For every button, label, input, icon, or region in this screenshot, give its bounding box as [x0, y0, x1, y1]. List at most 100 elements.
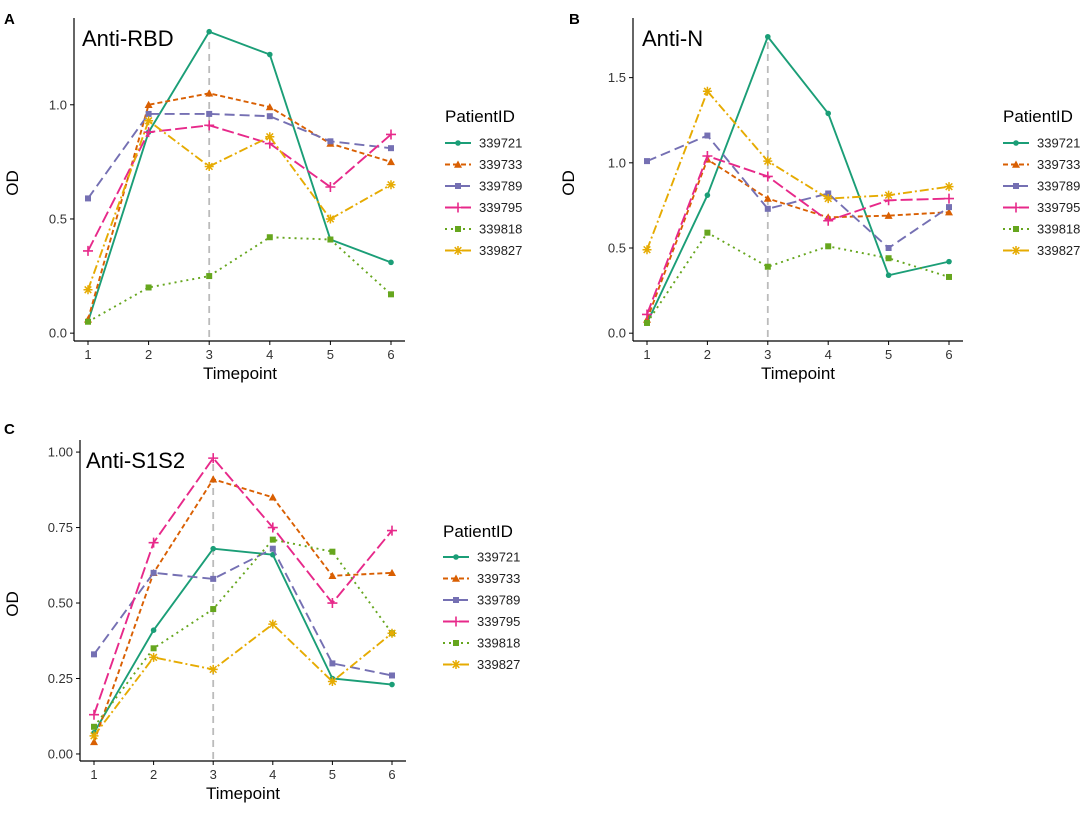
- y-tick-label: 0.0: [608, 326, 626, 341]
- data-point-339721: [946, 258, 952, 265]
- legend-key-marker: [453, 554, 459, 560]
- series-line-339789: [93, 547, 393, 677]
- data-point-339818: [388, 291, 394, 298]
- x-tick-label: 1: [90, 767, 97, 782]
- data-point-339789: [825, 190, 832, 197]
- series-line-339733: [646, 158, 950, 320]
- data-point-339795: [642, 309, 652, 320]
- legend-label: 339827: [479, 243, 522, 258]
- y-tick-label: 0.5: [608, 241, 626, 256]
- legend-key-marker: [451, 616, 461, 627]
- chart-title: Anti-S1S2: [86, 448, 185, 473]
- y-tick-label: 0.75: [48, 520, 73, 535]
- legend-label: 339795: [479, 200, 522, 215]
- data-point-339733: [328, 571, 337, 580]
- data-point-339827: [702, 86, 712, 96]
- data-point-339789: [946, 204, 952, 211]
- data-point-339827: [208, 664, 218, 674]
- data-point-339789: [388, 145, 394, 152]
- data-point-339827: [144, 116, 154, 126]
- data-point-339721: [704, 192, 711, 198]
- legend-key-marker: [455, 140, 461, 146]
- x-tick-label: 4: [825, 347, 832, 362]
- legend-label: 339789: [1037, 179, 1080, 194]
- legend-key-marker: [451, 660, 461, 669]
- series-line-339818: [93, 538, 393, 728]
- series-line-339795: [87, 124, 392, 252]
- data-point-339789: [266, 113, 273, 120]
- data-point-339721: [825, 110, 831, 117]
- panel-anti-n: B Anti-N Timepoint OD PatientID 1 2 3 4 5 6 0.…: [559, 11, 1080, 383]
- legend-label: 339721: [479, 136, 522, 151]
- legend-label: 339733: [1037, 157, 1080, 172]
- data-point-339789: [145, 110, 152, 117]
- data-point-339827: [823, 194, 833, 204]
- data-point-339818: [885, 255, 892, 262]
- legend-key-marker: [455, 183, 461, 189]
- data-point-339818: [704, 229, 711, 236]
- data-point-339818: [150, 645, 157, 652]
- data-point-339818: [825, 243, 832, 250]
- data-point-339789: [206, 110, 213, 117]
- data-point-339818: [145, 284, 152, 291]
- legend-key-marker: [452, 574, 460, 582]
- y-axis-title: OD: [559, 170, 578, 196]
- legend-key-marker: [1012, 160, 1020, 168]
- series-line-339827: [646, 90, 950, 251]
- legend-label: 339721: [1037, 136, 1080, 151]
- legend-key-marker: [453, 640, 459, 646]
- legend-key-marker: [1013, 183, 1019, 189]
- data-point-339795: [386, 129, 396, 140]
- legend-key-marker: [1011, 202, 1021, 213]
- data-point-339733: [265, 103, 274, 111]
- data-point-339795: [823, 215, 834, 226]
- data-point-339789: [327, 138, 334, 145]
- legend-key-marker: [453, 246, 463, 255]
- data-point-339818: [210, 606, 217, 613]
- legend-label: 339795: [477, 614, 520, 629]
- data-point-339789: [885, 245, 892, 251]
- data-point-339827: [325, 214, 335, 224]
- legend-key-marker: [1013, 140, 1019, 146]
- data-point-339721: [206, 28, 212, 35]
- x-tick-label: 6: [387, 347, 394, 362]
- data-point-339733: [387, 157, 395, 166]
- data-point-339818: [206, 273, 213, 280]
- x-axis-title: Timepoint: [761, 364, 835, 383]
- x-tick-label: 5: [327, 347, 334, 362]
- data-point-339795: [325, 181, 336, 192]
- x-axis-title: Timepoint: [206, 784, 280, 803]
- data-point-339818: [91, 723, 97, 730]
- data-point-339795: [83, 245, 93, 256]
- legend-key-marker: [1013, 226, 1019, 232]
- series-line-339827: [87, 119, 392, 291]
- series-line-339721: [93, 547, 393, 734]
- data-point-339827: [386, 180, 396, 190]
- data-point-339827: [763, 156, 773, 166]
- y-axis-title: OD: [3, 170, 22, 196]
- data-point-339818: [327, 236, 334, 243]
- data-point-339827: [327, 677, 337, 687]
- x-tick-label: 5: [329, 767, 336, 782]
- data-point-339721: [389, 681, 395, 688]
- panel-anti-rbd: A Anti-RBD Timepoint OD PatientID 1 2 3 4 5 6…: [3, 11, 522, 383]
- series-line-339721: [646, 35, 950, 324]
- data-point-339789: [210, 575, 217, 582]
- series-line-339818: [646, 231, 950, 324]
- data-point-339795: [204, 120, 215, 131]
- x-tick-label: 1: [643, 347, 650, 362]
- data-point-339795: [944, 193, 954, 204]
- y-tick-label: 0.0: [49, 326, 67, 341]
- data-point-339733: [763, 194, 772, 202]
- series-line-339795: [93, 457, 393, 716]
- data-point-339818: [329, 548, 336, 555]
- legend-label: 339818: [477, 636, 520, 651]
- data-point-339789: [329, 660, 336, 667]
- data-point-339818: [269, 536, 276, 543]
- panel-label: B: [569, 11, 580, 28]
- x-tick-label: 6: [945, 347, 952, 362]
- legend-key-marker: [455, 226, 461, 232]
- legend-title: PatientID: [1003, 107, 1073, 126]
- series-line-339789: [87, 112, 392, 199]
